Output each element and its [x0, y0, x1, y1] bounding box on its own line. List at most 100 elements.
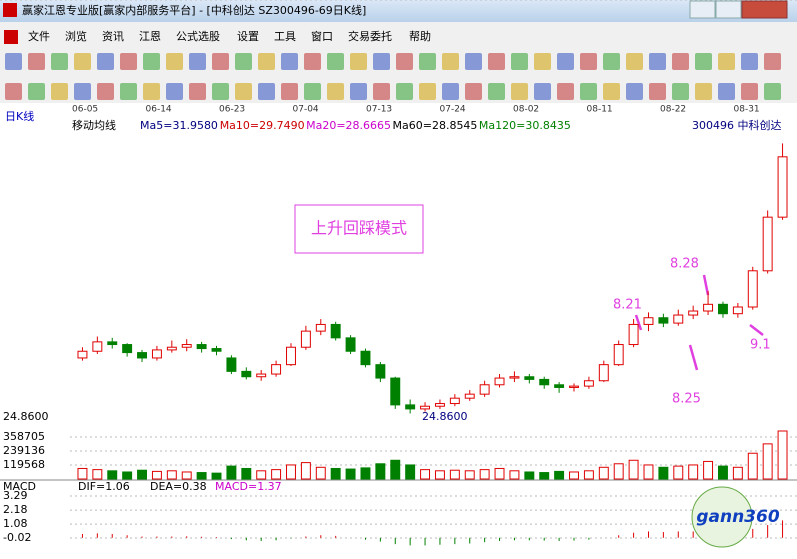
tool-button[interactable]: [189, 83, 206, 100]
tool-button[interactable]: [74, 53, 91, 70]
tool-button[interactable]: [281, 83, 298, 100]
tool-button[interactable]: [534, 53, 551, 70]
tool-button[interactable]: [649, 83, 666, 100]
volume-bar: [762, 443, 773, 480]
menu-item[interactable]: 工具: [274, 30, 296, 43]
menu-item[interactable]: 设置: [237, 30, 259, 43]
tool-button[interactable]: [235, 83, 252, 100]
menu-item[interactable]: 帮助: [409, 29, 431, 43]
tool-button[interactable]: [327, 53, 344, 70]
tool-button[interactable]: [258, 83, 275, 100]
tool-button[interactable]: [580, 83, 597, 100]
tool-button[interactable]: [373, 83, 390, 100]
tool-button[interactable]: [212, 83, 229, 100]
menu-item[interactable]: 江恩: [139, 30, 161, 43]
tool-button[interactable]: [764, 53, 781, 70]
tool-button[interactable]: [626, 83, 643, 100]
tool-button[interactable]: [189, 53, 206, 70]
tool-button[interactable]: [28, 83, 45, 100]
tool-button[interactable]: [120, 83, 137, 100]
tool-button[interactable]: [557, 53, 574, 70]
close-button[interactable]: [741, 0, 788, 19]
tool-button[interactable]: [557, 83, 574, 100]
tool-button[interactable]: [511, 53, 528, 70]
tool-button[interactable]: [626, 53, 643, 70]
tool-button[interactable]: [281, 53, 298, 70]
tool-button[interactable]: [534, 83, 551, 100]
min-button[interactable]: [689, 0, 716, 19]
tool-button[interactable]: [465, 53, 482, 70]
tool-button[interactable]: [51, 83, 68, 100]
tool-button[interactable]: [695, 83, 712, 100]
max-button[interactable]: [715, 0, 742, 19]
candle-body: [464, 393, 475, 399]
tool-button[interactable]: [580, 53, 597, 70]
tool-button[interactable]: [5, 53, 22, 70]
tool-button[interactable]: [373, 53, 390, 70]
volume-bar: [107, 470, 118, 480]
tool-button[interactable]: [143, 83, 160, 100]
tool-button[interactable]: [327, 83, 344, 100]
tool-button[interactable]: [396, 53, 413, 70]
tool-button[interactable]: [304, 53, 321, 70]
date-label: 08-11: [587, 105, 613, 115]
tool-button[interactable]: [764, 83, 781, 100]
volume-bar: [405, 464, 416, 480]
tool-button[interactable]: [718, 83, 735, 100]
tool-button[interactable]: [511, 83, 528, 100]
tool-button[interactable]: [603, 83, 620, 100]
tool-button[interactable]: [672, 53, 689, 70]
volume-bar: [271, 469, 282, 480]
tool-button[interactable]: [235, 53, 252, 70]
window-title: 赢家江恩专业版[赢家内部服务平台] - [中科创达 SZ300496-69日K线…: [22, 3, 366, 17]
volume-tick-label: 358705: [3, 430, 45, 443]
menu-item[interactable]: 窗口: [311, 29, 333, 43]
tool-button[interactable]: [5, 83, 22, 100]
volume-bar: [718, 465, 728, 480]
menu-item[interactable]: 浏览: [65, 29, 87, 43]
tool-button[interactable]: [51, 53, 68, 70]
logo: [691, 486, 753, 548]
menu-item[interactable]: 公式选股: [176, 30, 220, 43]
tool-button[interactable]: [741, 83, 758, 100]
tool-button[interactable]: [97, 83, 114, 100]
tool-button[interactable]: [350, 53, 367, 70]
tool-button[interactable]: [350, 83, 367, 100]
tool-button[interactable]: [28, 53, 45, 70]
candle-body: [330, 323, 341, 339]
tool-button[interactable]: [672, 83, 689, 100]
tool-button[interactable]: [120, 53, 137, 70]
tool-button[interactable]: [603, 53, 620, 70]
tool-button[interactable]: [258, 53, 275, 70]
tool-button[interactable]: [212, 53, 229, 70]
tool-button[interactable]: [649, 53, 666, 70]
tool-button[interactable]: [718, 53, 735, 70]
tool-button[interactable]: [74, 83, 91, 100]
tool-button[interactable]: [465, 83, 482, 100]
tool-button[interactable]: [143, 53, 160, 70]
menu-item[interactable]: 文件: [28, 29, 50, 43]
candle-body: [434, 403, 445, 407]
candle-body: [77, 350, 88, 359]
candle-body: [300, 330, 311, 348]
tool-button[interactable]: [741, 53, 758, 70]
tool-button[interactable]: [442, 53, 459, 70]
tool-button[interactable]: [442, 83, 459, 100]
menu-item[interactable]: 资讯: [102, 30, 124, 43]
macd-title: MACD: [3, 480, 36, 493]
tool-button[interactable]: [304, 83, 321, 100]
menu-bar: 文件 浏览 资讯 江恩 公式选股 设置 工具 窗口 交易委托 帮助: [4, 29, 431, 44]
tool-button[interactable]: [695, 53, 712, 70]
volume-bar: [151, 470, 162, 480]
tool-button[interactable]: [488, 53, 505, 70]
tool-button[interactable]: [488, 83, 505, 100]
candle-body: [151, 349, 162, 359]
tool-button[interactable]: [396, 83, 413, 100]
tool-button[interactable]: [97, 53, 114, 70]
tool-button[interactable]: [419, 53, 436, 70]
tool-button[interactable]: [419, 83, 436, 100]
tool-button[interactable]: [166, 83, 183, 100]
menu-item[interactable]: 交易委托: [348, 29, 392, 43]
tool-button[interactable]: [166, 53, 183, 70]
dif-label: DIF=1.06: [78, 480, 130, 493]
